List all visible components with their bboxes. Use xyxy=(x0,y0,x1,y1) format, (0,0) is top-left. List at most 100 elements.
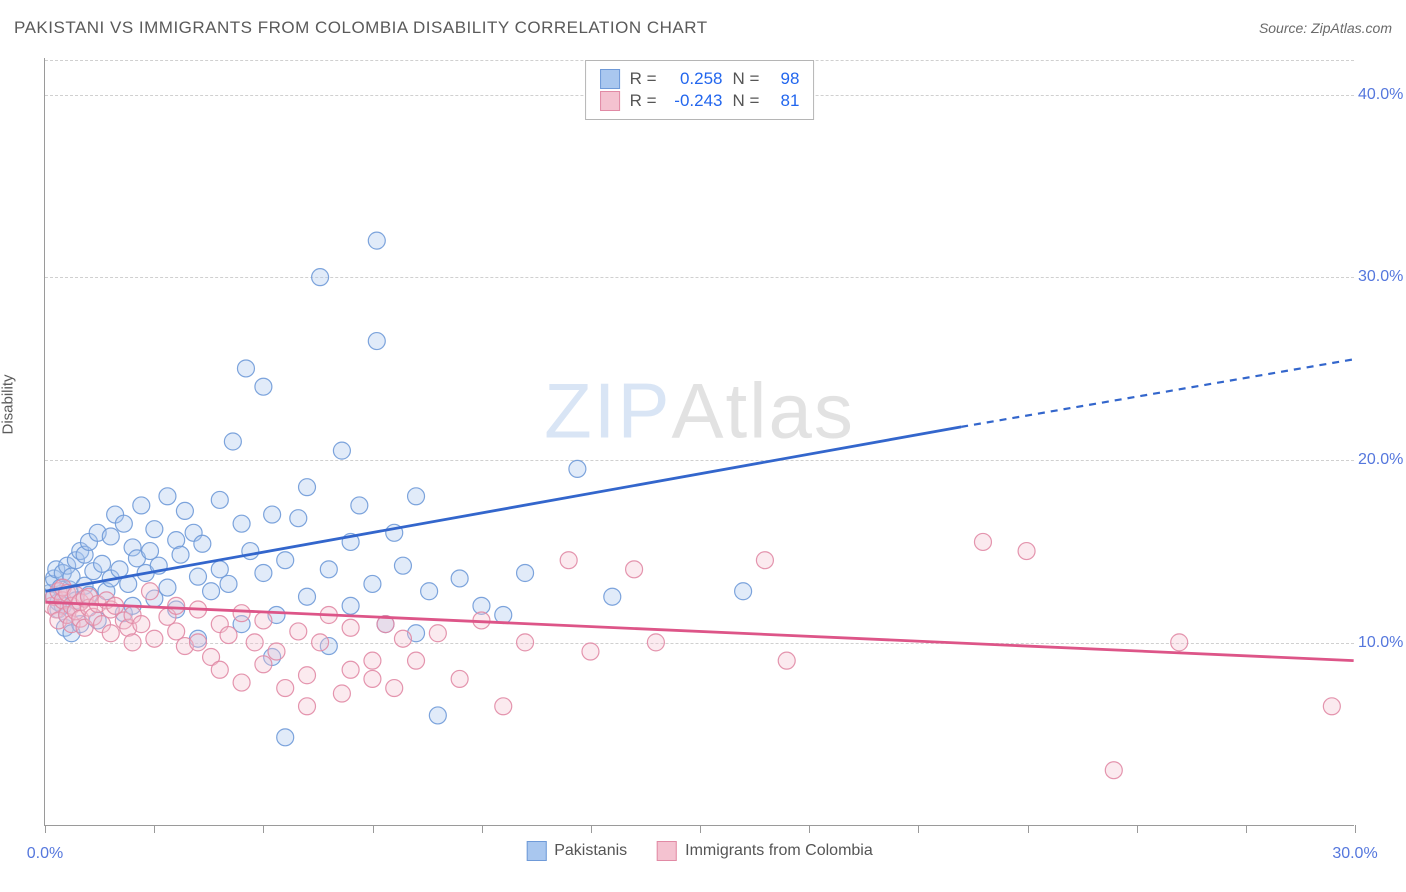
data-point xyxy=(1323,698,1340,715)
data-point xyxy=(277,552,294,569)
data-point xyxy=(429,625,446,642)
data-point xyxy=(133,497,150,514)
data-point xyxy=(626,561,643,578)
data-point xyxy=(333,685,350,702)
source-prefix: Source: xyxy=(1259,20,1311,36)
xtick xyxy=(1246,825,1247,833)
trend-line xyxy=(961,359,1353,427)
data-point xyxy=(237,360,254,377)
data-point xyxy=(133,616,150,633)
xtick xyxy=(700,825,701,833)
xtick xyxy=(1355,825,1356,833)
data-point xyxy=(408,488,425,505)
swatch-bottom-0 xyxy=(526,841,546,861)
data-point xyxy=(647,634,664,651)
legend-row-series-1: R = -0.243 N = 81 xyxy=(600,91,800,111)
ytick-label: 10.0% xyxy=(1358,634,1406,652)
data-point xyxy=(421,583,438,600)
data-point xyxy=(386,680,403,697)
data-point xyxy=(364,670,381,687)
data-point xyxy=(264,506,281,523)
data-point xyxy=(569,460,586,477)
xtick xyxy=(1028,825,1029,833)
data-point xyxy=(290,623,307,640)
chart-title: PAKISTANI VS IMMIGRANTS FROM COLOMBIA DI… xyxy=(14,18,708,38)
data-point xyxy=(203,583,220,600)
data-point xyxy=(299,479,316,496)
data-point xyxy=(224,433,241,450)
data-point xyxy=(560,552,577,569)
ytick-label: 20.0% xyxy=(1358,451,1406,469)
legend-item-1: Immigrants from Colombia xyxy=(657,841,873,861)
n-value-0: 98 xyxy=(769,69,799,89)
plot-area: ZIPAtlas R = 0.258 N = 98 R = -0.243 N =… xyxy=(44,58,1354,826)
n-label: N = xyxy=(733,69,760,89)
data-point xyxy=(220,627,237,644)
r-label: R = xyxy=(630,91,657,111)
swatch-series-0 xyxy=(600,69,620,89)
data-point xyxy=(333,442,350,459)
data-point xyxy=(368,232,385,249)
data-point xyxy=(211,561,228,578)
source-attribution: Source: ZipAtlas.com xyxy=(1259,20,1392,36)
xtick xyxy=(154,825,155,833)
data-point xyxy=(102,528,119,545)
data-point xyxy=(194,535,211,552)
data-point xyxy=(342,619,359,636)
data-point xyxy=(342,597,359,614)
data-point xyxy=(364,575,381,592)
ytick-label: 40.0% xyxy=(1358,86,1406,104)
data-point xyxy=(351,497,368,514)
data-point xyxy=(233,515,250,532)
data-point xyxy=(299,698,316,715)
xtick-label: 30.0% xyxy=(1332,845,1377,863)
series-legend: Pakistanis Immigrants from Colombia xyxy=(526,841,873,861)
xtick xyxy=(918,825,919,833)
data-point xyxy=(146,521,163,538)
xtick xyxy=(809,825,810,833)
data-point xyxy=(312,269,329,286)
xtick xyxy=(1137,825,1138,833)
chart-svg xyxy=(45,58,1354,825)
r-label: R = xyxy=(630,69,657,89)
n-value-1: 81 xyxy=(769,91,799,111)
data-point xyxy=(974,533,991,550)
data-point xyxy=(277,680,294,697)
data-point xyxy=(517,564,534,581)
data-point xyxy=(495,698,512,715)
data-point xyxy=(159,488,176,505)
chart-container: PAKISTANI VS IMMIGRANTS FROM COLOMBIA DI… xyxy=(0,0,1406,892)
data-point xyxy=(255,656,272,673)
data-point xyxy=(102,625,119,642)
data-point xyxy=(168,623,185,640)
data-point xyxy=(299,588,316,605)
data-point xyxy=(320,561,337,578)
data-point xyxy=(290,510,307,527)
data-point xyxy=(756,552,773,569)
swatch-series-1 xyxy=(600,91,620,111)
xtick-label: 0.0% xyxy=(27,845,63,863)
data-point xyxy=(220,575,237,592)
data-point xyxy=(429,707,446,724)
data-point xyxy=(168,597,185,614)
xtick xyxy=(263,825,264,833)
data-point xyxy=(1105,762,1122,779)
data-point xyxy=(246,634,263,651)
xtick xyxy=(591,825,592,833)
data-point xyxy=(735,583,752,600)
data-point xyxy=(233,674,250,691)
data-point xyxy=(368,333,385,350)
data-point xyxy=(408,652,425,669)
legend-row-series-0: R = 0.258 N = 98 xyxy=(600,69,800,89)
data-point xyxy=(176,502,193,519)
data-point xyxy=(255,378,272,395)
data-point xyxy=(451,570,468,587)
n-label: N = xyxy=(733,91,760,111)
ytick-label: 30.0% xyxy=(1358,268,1406,286)
data-point xyxy=(268,643,285,660)
data-point xyxy=(604,588,621,605)
data-point xyxy=(211,491,228,508)
data-point xyxy=(242,543,259,560)
data-point xyxy=(233,605,250,622)
data-point xyxy=(277,729,294,746)
